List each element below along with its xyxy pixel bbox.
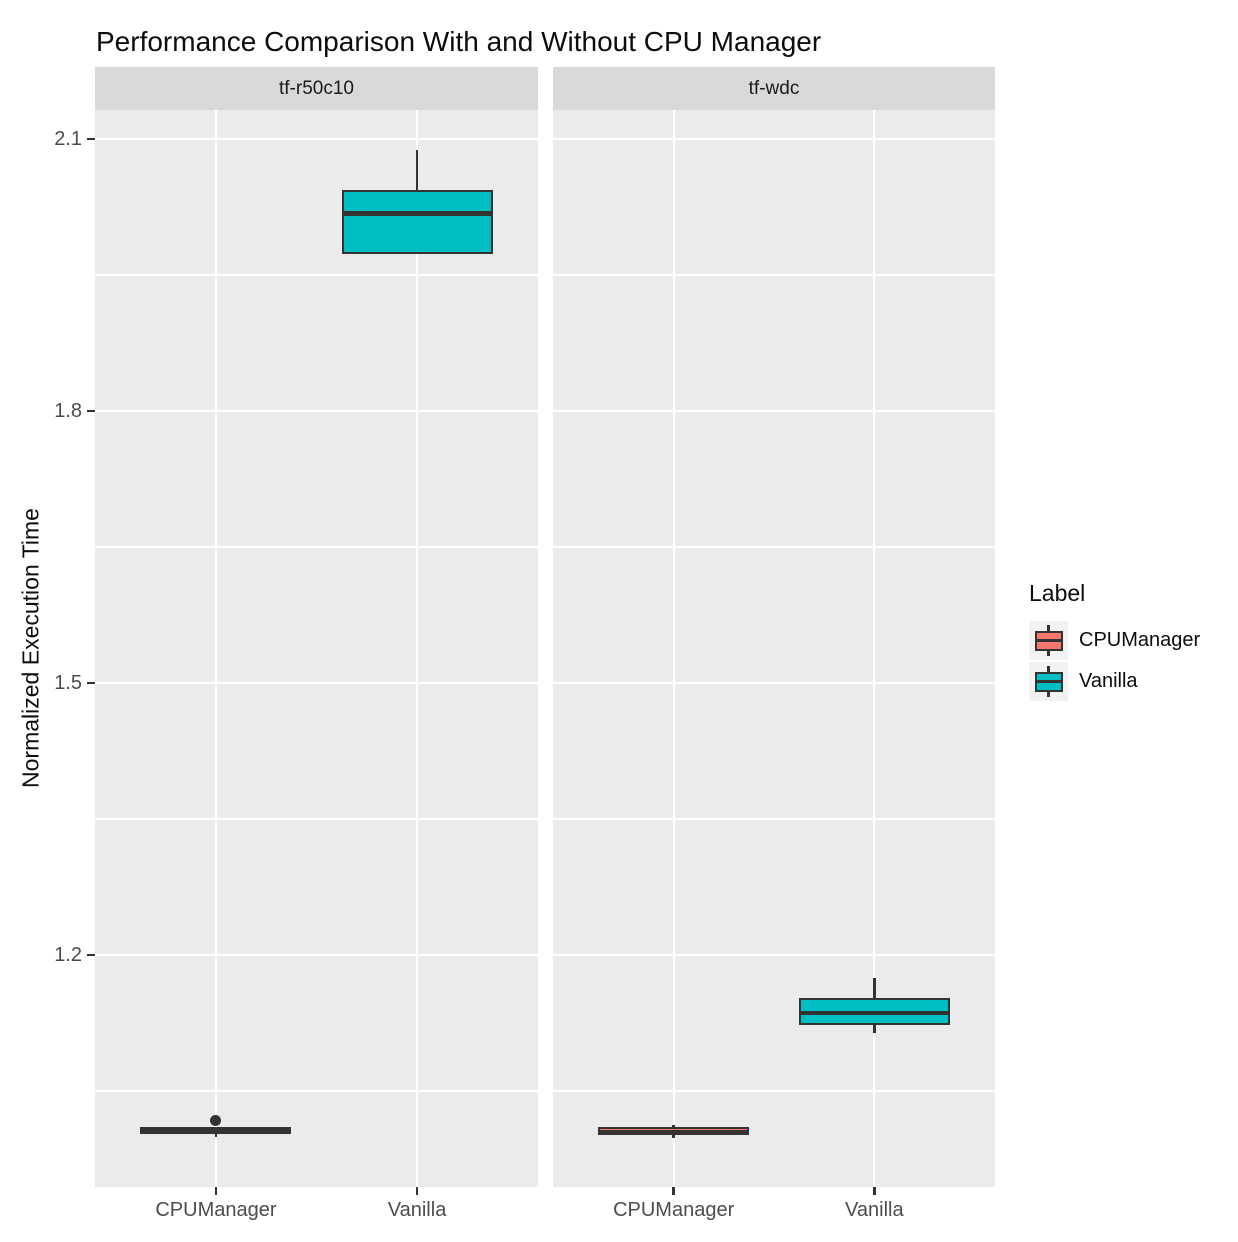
facet-strip-tf-r50c10: tf-r50c10 — [95, 67, 538, 110]
legend-box-icon — [1034, 671, 1063, 692]
boxplot-median — [140, 1128, 292, 1134]
legend-key-boxplot-icon — [1029, 621, 1068, 660]
gridline-minor — [95, 1090, 538, 1092]
gridline-minor — [95, 818, 538, 820]
legend-median-icon — [1036, 680, 1061, 683]
y-tick-label: 1.5 — [54, 671, 82, 694]
facet-tf-r50c10: tf-r50c10 CPUManager Vanilla — [95, 67, 538, 1242]
legend-label: CPUManager — [1079, 629, 1201, 651]
gridline-minor — [553, 1090, 995, 1092]
y-axis-title: Normalized Execution Time — [17, 508, 44, 788]
chart-title: Performance Comparison With and Without … — [96, 26, 822, 57]
facet-tf-wdc: tf-wdc CPUManager Vanilla — [553, 67, 995, 1242]
y-tick-mark — [87, 953, 95, 957]
legend-entry-vanilla: Vanilla — [1029, 662, 1200, 701]
boxplot-median — [598, 1130, 750, 1135]
x-tick-label: CPUManager — [613, 1199, 735, 1221]
gridline-minor — [553, 546, 995, 548]
y-tick-label: 1.2 — [54, 943, 82, 966]
gridline-major — [553, 137, 995, 141]
gridline-major — [553, 409, 995, 413]
x-tick-mark — [672, 1187, 675, 1195]
boxplot-median — [341, 211, 493, 216]
plot-panel-tf-r50c10 — [95, 110, 538, 1187]
gridline-vertical — [214, 110, 218, 1187]
x-tick-label: Vanilla — [845, 1199, 904, 1221]
legend-key-boxplot-icon — [1029, 662, 1068, 701]
gridline-minor — [553, 274, 995, 276]
facet-strip-tf-wdc: tf-wdc — [553, 67, 995, 110]
legend-entry-cpumanager: CPUManager — [1029, 621, 1200, 660]
gridline-vertical — [873, 110, 876, 1187]
y-tick-mark — [87, 409, 95, 413]
outlier-point — [210, 1115, 222, 1127]
x-tick-label: CPUManager — [155, 1199, 277, 1221]
gridline-vertical — [672, 110, 675, 1187]
x-tick-mark — [873, 1187, 876, 1195]
legend-title: Label — [1029, 580, 1086, 606]
gridline-major — [553, 953, 995, 957]
x-tick-mark — [214, 1187, 218, 1195]
y-tick-label: 1.8 — [54, 399, 82, 422]
y-tick-label: 2.1 — [54, 128, 82, 150]
gridline-major — [95, 681, 538, 685]
gridline-major — [95, 409, 538, 413]
legend: Label CPUManager Vanilla — [1029, 580, 1200, 703]
legend-box-icon — [1034, 630, 1063, 651]
legend-median-icon — [1036, 639, 1061, 642]
gridline-minor — [553, 818, 995, 820]
gridline-minor — [95, 546, 538, 548]
gridline-vertical — [415, 110, 419, 1187]
boxplot-median — [798, 1010, 950, 1016]
y-tick-mark — [87, 681, 95, 685]
y-tick-mark — [87, 137, 95, 141]
x-tick-mark — [415, 1187, 419, 1195]
gridline-major — [553, 681, 995, 685]
legend-entries: CPUManager Vanilla — [1029, 621, 1200, 701]
gridline-major — [95, 953, 538, 957]
legend-label: Vanilla — [1079, 670, 1138, 692]
gridline-minor — [95, 274, 538, 276]
boxplot-box — [341, 189, 493, 255]
plot-panel-tf-wdc — [553, 110, 995, 1187]
x-tick-label: Vanilla — [387, 1199, 447, 1221]
gridline-major — [95, 137, 538, 141]
